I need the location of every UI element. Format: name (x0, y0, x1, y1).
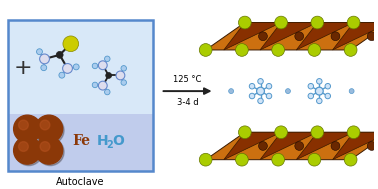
Circle shape (235, 153, 248, 166)
Polygon shape (260, 132, 318, 160)
Circle shape (259, 32, 267, 41)
Circle shape (35, 115, 63, 143)
Circle shape (92, 82, 98, 88)
Circle shape (106, 73, 112, 78)
Circle shape (275, 16, 287, 29)
Circle shape (249, 84, 255, 89)
Circle shape (14, 115, 41, 143)
Circle shape (308, 93, 314, 99)
Circle shape (116, 71, 125, 80)
Polygon shape (296, 22, 353, 50)
Circle shape (331, 142, 340, 150)
Circle shape (239, 126, 251, 139)
Circle shape (63, 36, 79, 52)
Circle shape (344, 44, 357, 56)
Circle shape (105, 56, 110, 62)
Text: Fe: Fe (73, 134, 90, 148)
Polygon shape (206, 22, 378, 50)
Circle shape (15, 117, 43, 144)
Circle shape (19, 142, 28, 151)
Text: 2: 2 (107, 139, 113, 149)
Circle shape (19, 120, 28, 130)
Circle shape (73, 64, 79, 70)
Circle shape (15, 138, 43, 166)
Circle shape (37, 138, 64, 166)
Text: H: H (97, 134, 108, 148)
Circle shape (258, 79, 263, 84)
Polygon shape (333, 22, 378, 50)
Circle shape (325, 93, 330, 99)
Text: +: + (14, 58, 33, 78)
Circle shape (40, 142, 50, 151)
FancyBboxPatch shape (8, 20, 153, 114)
Circle shape (316, 98, 322, 104)
Polygon shape (296, 132, 353, 160)
Circle shape (311, 16, 324, 29)
Circle shape (40, 120, 50, 130)
Circle shape (37, 117, 64, 144)
Circle shape (56, 51, 63, 58)
Circle shape (315, 87, 323, 95)
Circle shape (98, 61, 107, 70)
Circle shape (316, 79, 322, 84)
Circle shape (272, 153, 285, 166)
Circle shape (40, 54, 50, 64)
Circle shape (239, 16, 251, 29)
Polygon shape (224, 132, 281, 160)
Circle shape (344, 153, 357, 166)
Circle shape (367, 32, 376, 41)
Circle shape (308, 153, 321, 166)
Text: 125 °C: 125 °C (174, 75, 202, 84)
Circle shape (229, 89, 234, 94)
Text: 3-4 d: 3-4 d (177, 98, 198, 107)
Circle shape (121, 66, 127, 71)
Circle shape (37, 49, 42, 55)
Circle shape (308, 44, 321, 56)
Circle shape (367, 142, 376, 150)
Circle shape (325, 84, 330, 89)
Circle shape (259, 142, 267, 150)
Polygon shape (224, 22, 281, 50)
Polygon shape (206, 132, 378, 160)
Circle shape (266, 84, 272, 89)
Circle shape (349, 89, 354, 94)
Circle shape (35, 137, 63, 164)
Circle shape (199, 44, 212, 56)
Circle shape (199, 153, 212, 166)
Circle shape (308, 84, 314, 89)
Circle shape (121, 80, 127, 85)
Circle shape (331, 32, 340, 41)
Polygon shape (333, 132, 378, 160)
Circle shape (105, 89, 110, 95)
Circle shape (272, 44, 285, 56)
Circle shape (275, 126, 287, 139)
Circle shape (311, 126, 324, 139)
Circle shape (235, 44, 248, 56)
Circle shape (266, 93, 272, 99)
Circle shape (249, 93, 255, 99)
FancyBboxPatch shape (8, 114, 153, 171)
Text: Autoclave: Autoclave (56, 177, 104, 187)
Circle shape (347, 126, 360, 139)
Circle shape (295, 32, 304, 41)
Circle shape (285, 89, 290, 94)
Circle shape (41, 65, 47, 71)
Circle shape (98, 81, 107, 90)
Text: O: O (113, 134, 124, 148)
Circle shape (257, 87, 265, 95)
Circle shape (258, 98, 263, 104)
Circle shape (59, 72, 65, 78)
Polygon shape (260, 22, 318, 50)
Circle shape (63, 64, 73, 73)
Circle shape (92, 63, 98, 69)
Circle shape (295, 142, 304, 150)
Circle shape (14, 137, 41, 164)
Circle shape (347, 16, 360, 29)
